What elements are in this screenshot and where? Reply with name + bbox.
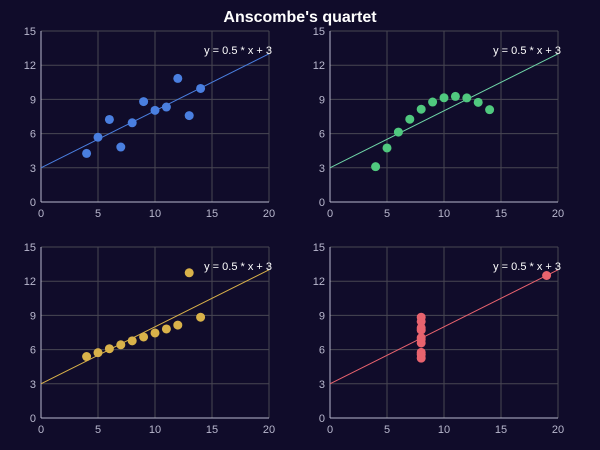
y-tick-label: 15 (24, 26, 36, 38)
panel-1: 0 5 10 15 20 0 3 6 9 12 15 y = 0.5 * x + 3 (24, 26, 275, 220)
x-tick-label: 5 (95, 208, 101, 220)
x-tick-label: 10 (149, 208, 161, 220)
data-point (161, 102, 171, 112)
y-tick-label: 0 (319, 197, 325, 209)
fit-line (329, 269, 559, 385)
data-point (462, 93, 472, 103)
data-point (450, 91, 460, 101)
y-tick-label: 9 (30, 94, 36, 106)
data-point (93, 132, 103, 142)
data-point (485, 105, 495, 115)
data-point (416, 350, 426, 360)
fit-line-label: y = 0.5 * x + 3 (204, 45, 272, 57)
y-tick-label: 6 (319, 129, 325, 141)
data-point (150, 105, 160, 115)
x-tick-label: 15 (495, 208, 507, 220)
y-tick-label: 6 (30, 129, 36, 141)
y-tick-label: 15 (313, 26, 325, 38)
data-point (82, 352, 92, 362)
y-tick-label: 9 (319, 310, 325, 322)
x-tick-label: 5 (384, 208, 390, 220)
y-tick-label: 3 (30, 379, 36, 391)
y-tick-label: 9 (319, 94, 325, 106)
y-tick-label: 15 (24, 242, 36, 254)
data-point (382, 143, 392, 153)
data-point (196, 83, 206, 93)
x-tick-label: 10 (149, 424, 161, 436)
x-tick-label: 15 (206, 424, 218, 436)
x-tick-label: 0 (327, 424, 333, 436)
y-tick-label: 3 (319, 379, 325, 391)
x-tick-label: 15 (495, 424, 507, 436)
y-tick-label: 0 (30, 197, 36, 209)
x-tick-label: 0 (38, 208, 44, 220)
data-point (416, 334, 426, 344)
data-point (116, 340, 126, 350)
data-point (473, 97, 483, 107)
data-point (439, 93, 449, 103)
fit-line-label: y = 0.5 * x + 3 (493, 261, 561, 273)
fit-line-label: y = 0.5 * x + 3 (493, 45, 561, 57)
x-tick-label: 20 (552, 208, 564, 220)
data-point (393, 127, 403, 137)
data-point (127, 118, 137, 128)
data-point (371, 162, 381, 172)
data-point (184, 268, 194, 278)
data-point (127, 336, 137, 346)
x-tick-label: 20 (263, 208, 275, 220)
y-tick-label: 9 (30, 310, 36, 322)
y-tick-label: 0 (30, 413, 36, 425)
y-tick-label: 15 (313, 242, 325, 254)
fit-line-label: y = 0.5 * x + 3 (204, 261, 272, 273)
x-tick-label: 10 (438, 424, 450, 436)
fit-line (40, 269, 270, 385)
data-point (184, 111, 194, 121)
x-tick-label: 10 (438, 208, 450, 220)
data-point (104, 344, 114, 354)
data-point (93, 348, 103, 358)
panel-2: 0 5 10 15 20 0 3 6 9 12 15 y = 0.5 * x + 3 (313, 26, 564, 220)
data-point (405, 114, 415, 124)
y-tick-label: 3 (319, 163, 325, 175)
y-tick-label: 6 (30, 345, 36, 357)
data-point (173, 320, 183, 330)
data-point (104, 114, 114, 124)
data-point (416, 323, 426, 333)
y-tick-label: 6 (319, 345, 325, 357)
y-tick-label: 12 (24, 276, 36, 288)
panel-3: 0 5 10 15 20 0 3 6 9 12 15 y = 0.5 * x + 3 (24, 242, 275, 436)
data-point (116, 142, 126, 152)
data-point (416, 104, 426, 114)
data-point (196, 312, 206, 322)
y-tick-label: 12 (313, 60, 325, 72)
data-point (428, 97, 438, 107)
data-point (150, 328, 160, 338)
y-tick-label: 12 (313, 276, 325, 288)
y-tick-label: 3 (30, 163, 36, 175)
chart-title: Anscombe's quartet (223, 9, 377, 26)
x-tick-label: 5 (384, 424, 390, 436)
y-tick-label: 12 (24, 60, 36, 72)
data-point (173, 73, 183, 83)
x-tick-label: 0 (38, 424, 44, 436)
x-tick-label: 20 (552, 424, 564, 436)
y-tick-label: 0 (319, 413, 325, 425)
data-point (139, 97, 149, 107)
x-tick-label: 20 (263, 424, 275, 436)
panel-4: 0 5 10 15 20 0 3 6 9 12 15 y = 0.5 * x + 3 (313, 242, 564, 436)
data-point (139, 332, 149, 342)
x-tick-label: 5 (95, 424, 101, 436)
data-point (416, 316, 426, 326)
data-point (161, 324, 171, 334)
fit-line (329, 53, 559, 169)
x-tick-label: 15 (206, 208, 218, 220)
x-tick-label: 0 (327, 208, 333, 220)
data-point (542, 271, 552, 280)
data-point (82, 148, 92, 158)
